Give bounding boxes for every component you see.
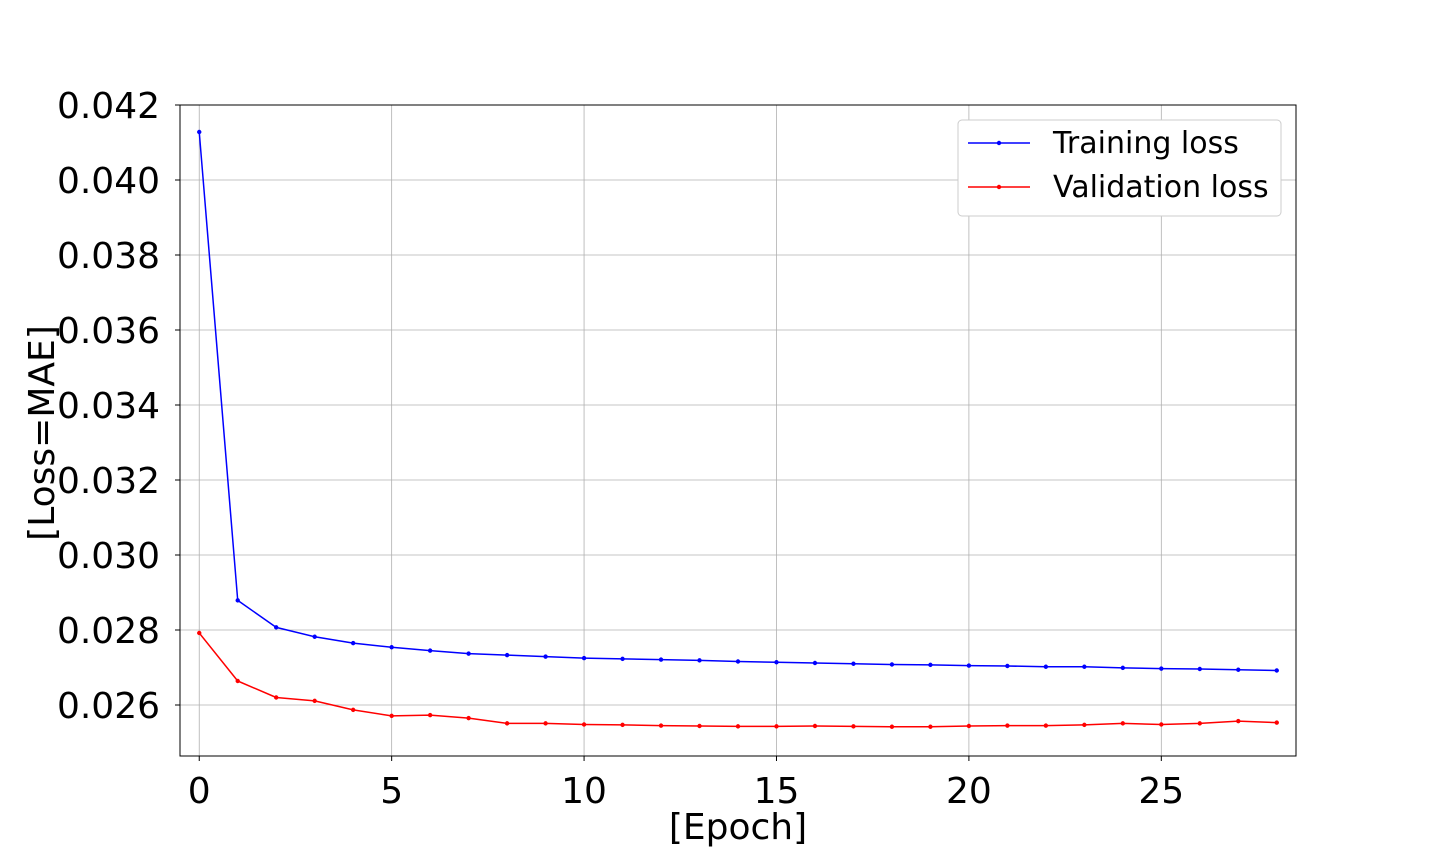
- axis-ticks: 0 5 10 15 20 25 0.026 0.028 0.030 0.032 0.034 0.036…: [57, 86, 1184, 812]
- legend-label-validation: Validation loss: [1053, 170, 1269, 205]
- training-loss-point: [235, 598, 240, 603]
- training-loss-point: [812, 660, 818, 666]
- validation-loss-point: [966, 723, 972, 729]
- training-loss-point: [851, 661, 856, 666]
- validation-loss-point: [1005, 723, 1010, 728]
- validation-loss-point: [1082, 722, 1087, 728]
- validation-loss-point: [889, 724, 895, 729]
- validation-loss-point: [235, 678, 240, 684]
- validation-loss-point: [350, 707, 356, 713]
- x-tick-label: 5: [380, 771, 403, 812]
- training-loss-point: [1043, 664, 1049, 669]
- x-tick-label: 25: [1138, 771, 1184, 812]
- training-loss-point: [966, 663, 972, 668]
- series-lines: [197, 129, 1279, 729]
- legend-marker-validation: [996, 184, 1002, 190]
- training-loss-point: [274, 625, 279, 630]
- training-loss-point: [620, 656, 625, 662]
- validation-loss-point: [620, 722, 625, 728]
- x-tick-label: 10: [561, 771, 607, 812]
- training-loss-point: [774, 660, 779, 665]
- validation-loss-point: [466, 715, 471, 721]
- validation-loss-point: [1197, 721, 1202, 726]
- training-loss-point: [312, 634, 317, 639]
- legend: Training loss Validation loss: [957, 119, 1282, 217]
- training-loss-point: [197, 129, 202, 135]
- training-loss-point: [1005, 663, 1010, 669]
- x-tick-label: 20: [946, 771, 992, 812]
- training-loss-point: [350, 640, 356, 646]
- validation-loss-point: [1043, 723, 1049, 728]
- training-loss-point: [697, 658, 702, 663]
- y-tick-label: 0.034: [57, 386, 160, 427]
- y-tick-label: 0.032: [57, 461, 160, 502]
- training-loss-point: [1236, 667, 1241, 672]
- x-tick-label: 0: [188, 771, 211, 812]
- validation-loss-point: [274, 695, 279, 700]
- y-tick-label: 0.040: [57, 161, 160, 202]
- y-tick-label: 0.028: [57, 611, 160, 652]
- validation-loss-point: [197, 630, 202, 636]
- legend-box: [957, 119, 1282, 217]
- training-loss-point: [543, 654, 548, 659]
- x-tick-label: 15: [754, 771, 800, 812]
- validation-loss-point: [658, 723, 664, 728]
- validation-loss-point: [1120, 721, 1126, 726]
- training-loss-point: [466, 651, 471, 656]
- plot-frame: [179, 104, 1297, 757]
- validation-loss-line: [198, 632, 1277, 728]
- validation-loss-point: [1274, 720, 1279, 725]
- training-loss-point: [889, 662, 895, 667]
- training-loss-point: [389, 645, 394, 650]
- validation-loss-point: [581, 722, 587, 727]
- validation-loss-point: [504, 721, 510, 726]
- y-tick-label: 0.030: [57, 536, 160, 577]
- validation-loss-point: [543, 721, 548, 726]
- training-loss-point: [1082, 664, 1087, 669]
- validation-loss-point: [928, 724, 933, 729]
- y-tick-label: 0.042: [57, 86, 160, 127]
- training-loss-point: [427, 648, 433, 653]
- y-tick-label: 0.026: [57, 686, 160, 727]
- training-loss-point: [735, 659, 741, 664]
- training-loss-point: [581, 655, 587, 661]
- validation-loss-point: [697, 723, 702, 729]
- validation-loss-point: [389, 713, 394, 719]
- training-loss-point: [658, 657, 664, 662]
- training-loss-point: [1120, 665, 1126, 671]
- validation-loss-point: [312, 698, 317, 704]
- validation-loss-point: [735, 724, 741, 729]
- y-axis-label: [Loss=MAE]: [22, 325, 63, 541]
- x-axis-label: [Epoch]: [669, 807, 807, 848]
- training-loss-point: [1274, 668, 1279, 673]
- training-loss-point: [1159, 666, 1164, 671]
- validation-loss-point: [851, 724, 856, 729]
- training-loss-point: [504, 652, 510, 658]
- training-loss-point: [1197, 666, 1202, 672]
- validation-loss-point: [427, 712, 433, 718]
- validation-loss-point: [1236, 718, 1241, 724]
- y-tick-label: 0.036: [57, 311, 160, 352]
- validation-loss-point: [774, 724, 779, 729]
- validation-loss-point: [812, 723, 818, 729]
- validation-loss-point: [1159, 722, 1164, 727]
- training-loss-point: [928, 662, 933, 668]
- legend-marker-training: [996, 140, 1002, 146]
- y-tick-label: 0.038: [57, 236, 160, 277]
- legend-label-training: Training loss: [1052, 126, 1239, 161]
